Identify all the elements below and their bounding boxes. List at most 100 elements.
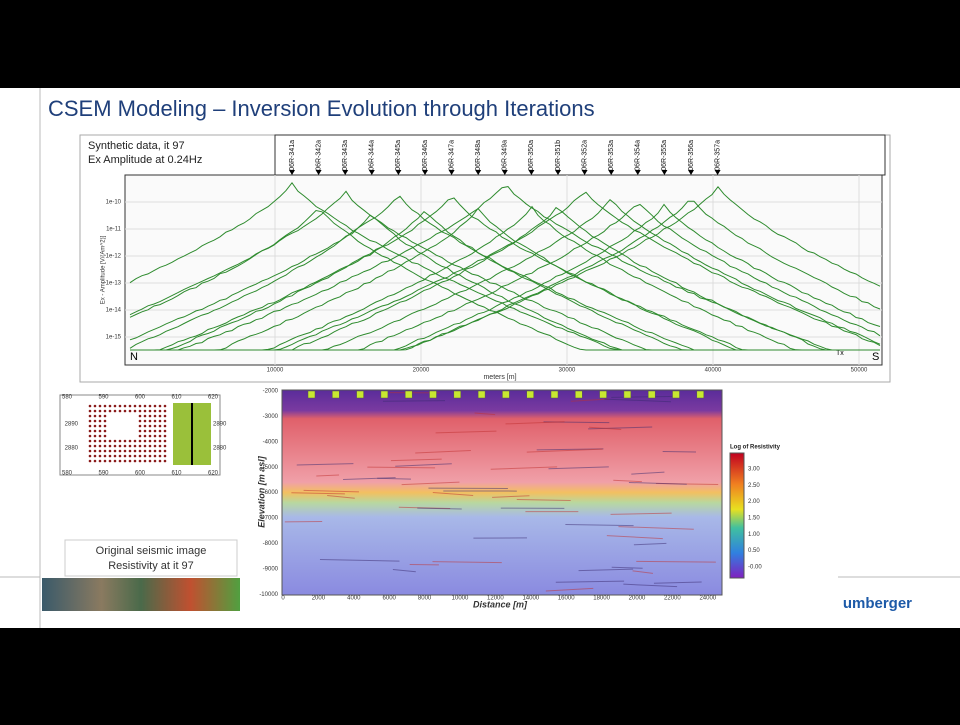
x-tick-label: 14000: [522, 596, 539, 602]
map-site: [89, 435, 92, 438]
map-site: [114, 455, 117, 458]
map-site: [94, 460, 97, 463]
map-site: [94, 425, 97, 428]
map-site: [109, 450, 112, 453]
receiver-square: [527, 391, 534, 398]
map-site: [119, 450, 122, 453]
map-site: [104, 450, 107, 453]
map-tick-label: 590: [98, 395, 109, 401]
slide-title: CSEM Modeling – Inversion Evolution thro…: [48, 96, 595, 121]
colorbar-tick-label: -0.00: [748, 564, 762, 570]
logo: umberger: [843, 595, 912, 612]
map-site: [134, 460, 137, 463]
y-tick-label: -7000: [263, 516, 279, 522]
map-site: [154, 405, 157, 408]
map-site: [144, 405, 147, 408]
map-site: [94, 450, 97, 453]
y-tick-label: -6000: [263, 490, 279, 496]
map-site: [89, 415, 92, 418]
map-tick-label: 610: [171, 471, 182, 477]
receiver-label: 06R-352a: [581, 140, 588, 171]
map-site: [129, 460, 132, 463]
map-site: [99, 415, 102, 418]
receiver-label: 06R-353a: [608, 140, 615, 171]
x-tick-label: 4000: [347, 596, 361, 602]
tx-label: Tx: [836, 350, 844, 357]
map-site: [114, 445, 117, 448]
colorbar-title: Log of Resistivity: [730, 445, 781, 451]
map-site: [99, 460, 102, 463]
map-site: [159, 435, 162, 438]
map-site: [144, 410, 147, 413]
map-site: [104, 425, 107, 428]
map-site: [129, 405, 132, 408]
x-tick-label: 22000: [664, 596, 681, 602]
receiver-label: 06R-348a: [475, 140, 482, 171]
receiver-label: 06R-350a: [528, 140, 535, 171]
y-tick-label: -8000: [263, 541, 279, 547]
map-site: [94, 435, 97, 438]
y-tick-label: 1e-12: [106, 254, 122, 260]
map-site: [139, 430, 142, 433]
map-site: [119, 460, 122, 463]
map-tick-label: 600: [135, 471, 146, 477]
map-site: [89, 445, 92, 448]
map-site: [159, 420, 162, 423]
receiver-square: [600, 391, 607, 398]
colorbar-tick-label: 1.50: [748, 515, 760, 521]
map-site: [89, 410, 92, 413]
map-tick-label: 610: [171, 395, 182, 401]
map-site: [164, 420, 167, 423]
map-site: [114, 405, 117, 408]
colorbar-tick-label: 2.00: [748, 499, 760, 505]
north-label: N: [130, 351, 138, 363]
map-site: [99, 440, 102, 443]
map-site: [134, 455, 137, 458]
seismic-reflector: [367, 467, 435, 468]
seismic-reflector: [663, 451, 696, 452]
map-site: [94, 415, 97, 418]
map-site: [109, 405, 112, 408]
note-line: Ex Amplitude at 0.24Hz: [88, 154, 202, 166]
map-site: [149, 455, 152, 458]
south-label: S: [872, 351, 879, 363]
y-tick-label: -10000: [259, 592, 278, 598]
y-tick-label: -3000: [263, 414, 279, 420]
map-site: [139, 435, 142, 438]
map-site: [114, 450, 117, 453]
map-site: [124, 450, 127, 453]
map-site: [154, 445, 157, 448]
map-site: [94, 440, 97, 443]
x-tick-label: 30000: [559, 368, 576, 374]
map-site: [119, 455, 122, 458]
map-site: [154, 430, 157, 433]
map-site: [94, 410, 97, 413]
map-site: [154, 460, 157, 463]
x-tick-label: 40000: [705, 368, 722, 374]
x-axis-label: meters [m]: [483, 374, 516, 381]
map-site: [144, 460, 147, 463]
map-site: [99, 435, 102, 438]
map-site: [124, 455, 127, 458]
map-site: [109, 410, 112, 413]
map-site: [119, 405, 122, 408]
y-tick-label: 1e-15: [106, 335, 122, 341]
map-site: [99, 450, 102, 453]
map-site: [124, 410, 127, 413]
y-tick-label: -9000: [263, 566, 279, 572]
map-site: [94, 405, 97, 408]
map-site: [89, 430, 92, 433]
receiver-square: [381, 391, 388, 398]
x-tick-label: 12000: [487, 596, 504, 602]
receiver-square: [502, 391, 509, 398]
photo-strip: [42, 578, 240, 611]
map-site: [104, 460, 107, 463]
map-site: [164, 405, 167, 408]
receiver-square: [357, 391, 364, 398]
map-site: [159, 410, 162, 413]
x-tick-label: 2000: [312, 596, 326, 602]
receiver-label: 06R-355a: [661, 140, 668, 171]
map-tick-label: 620: [208, 471, 219, 477]
map-site: [139, 460, 142, 463]
receiver-square: [478, 391, 485, 398]
